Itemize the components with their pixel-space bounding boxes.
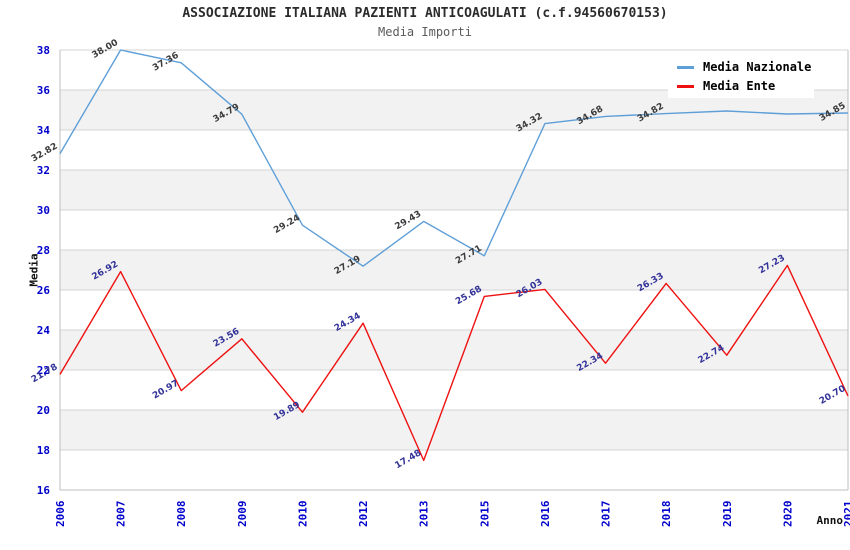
y-tick-label: 20 — [37, 404, 50, 417]
legend-label: Media Ente — [703, 79, 776, 93]
x-tick-label: 2021 — [842, 500, 850, 527]
y-tick-label: 38 — [37, 44, 50, 57]
y-tick-label: 24 — [37, 324, 51, 337]
grid-band — [60, 250, 848, 290]
y-tick-label: 34 — [37, 124, 51, 137]
grid-band — [60, 130, 848, 170]
grid-band — [60, 410, 848, 450]
x-tick-label: 2013 — [418, 501, 431, 528]
x-tick-label: 2006 — [54, 500, 67, 527]
x-tick-label: 2012 — [357, 501, 370, 528]
x-tick-label: 2016 — [539, 500, 552, 527]
grid-band — [60, 210, 848, 250]
chart-subtitle: Media Importi — [378, 25, 472, 39]
grid-band — [60, 170, 848, 210]
y-tick-label: 36 — [37, 84, 51, 97]
legend: Media Nazionale Media Ente — [668, 55, 814, 98]
x-tick-label: 2015 — [478, 501, 491, 528]
grid-band — [60, 370, 848, 410]
y-tick-label: 28 — [37, 244, 50, 257]
point-label: 32.82 — [30, 142, 60, 165]
grid-band — [60, 450, 848, 490]
y-tick-label: 18 — [37, 444, 50, 457]
x-tick-label: 2008 — [175, 501, 188, 528]
y-tick-label: 22 — [37, 364, 50, 377]
series-line-media-nazionale — [59, 49, 849, 267]
x-tick-label: 2017 — [600, 501, 613, 528]
grid-band — [60, 330, 848, 370]
x-tick-label: 2020 — [781, 501, 794, 528]
media-nazionale-line-sample-icon — [677, 65, 694, 69]
grid-band — [60, 290, 848, 330]
y-tick-label: 26 — [37, 284, 51, 297]
chart-title: ASSOCIAZIONE ITALIANA PAZIENTI ANTICOAGU… — [182, 6, 668, 21]
media-ente-line-sample-icon — [677, 84, 694, 88]
y-axis-title: Media — [27, 253, 41, 287]
y-tick-label: 32 — [37, 164, 50, 177]
x-tick-label: 2018 — [660, 501, 673, 528]
x-tick-label: 2009 — [236, 501, 249, 528]
x-tick-label: 2007 — [115, 501, 128, 528]
legend-label: Media Nazionale — [703, 60, 812, 74]
x-axis-title: Anno — [816, 514, 844, 527]
legend-item-media-ente: Media Ente — [677, 79, 814, 93]
series-line-media-ente — [59, 264, 849, 462]
y-tick-label: 16 — [37, 484, 51, 497]
x-tick-label: 2019 — [721, 501, 734, 528]
x-tick-label: 2010 — [296, 501, 309, 528]
y-tick-label: 30 — [37, 204, 50, 217]
legend-item-media-nazionale: Media Nazionale — [677, 60, 814, 74]
